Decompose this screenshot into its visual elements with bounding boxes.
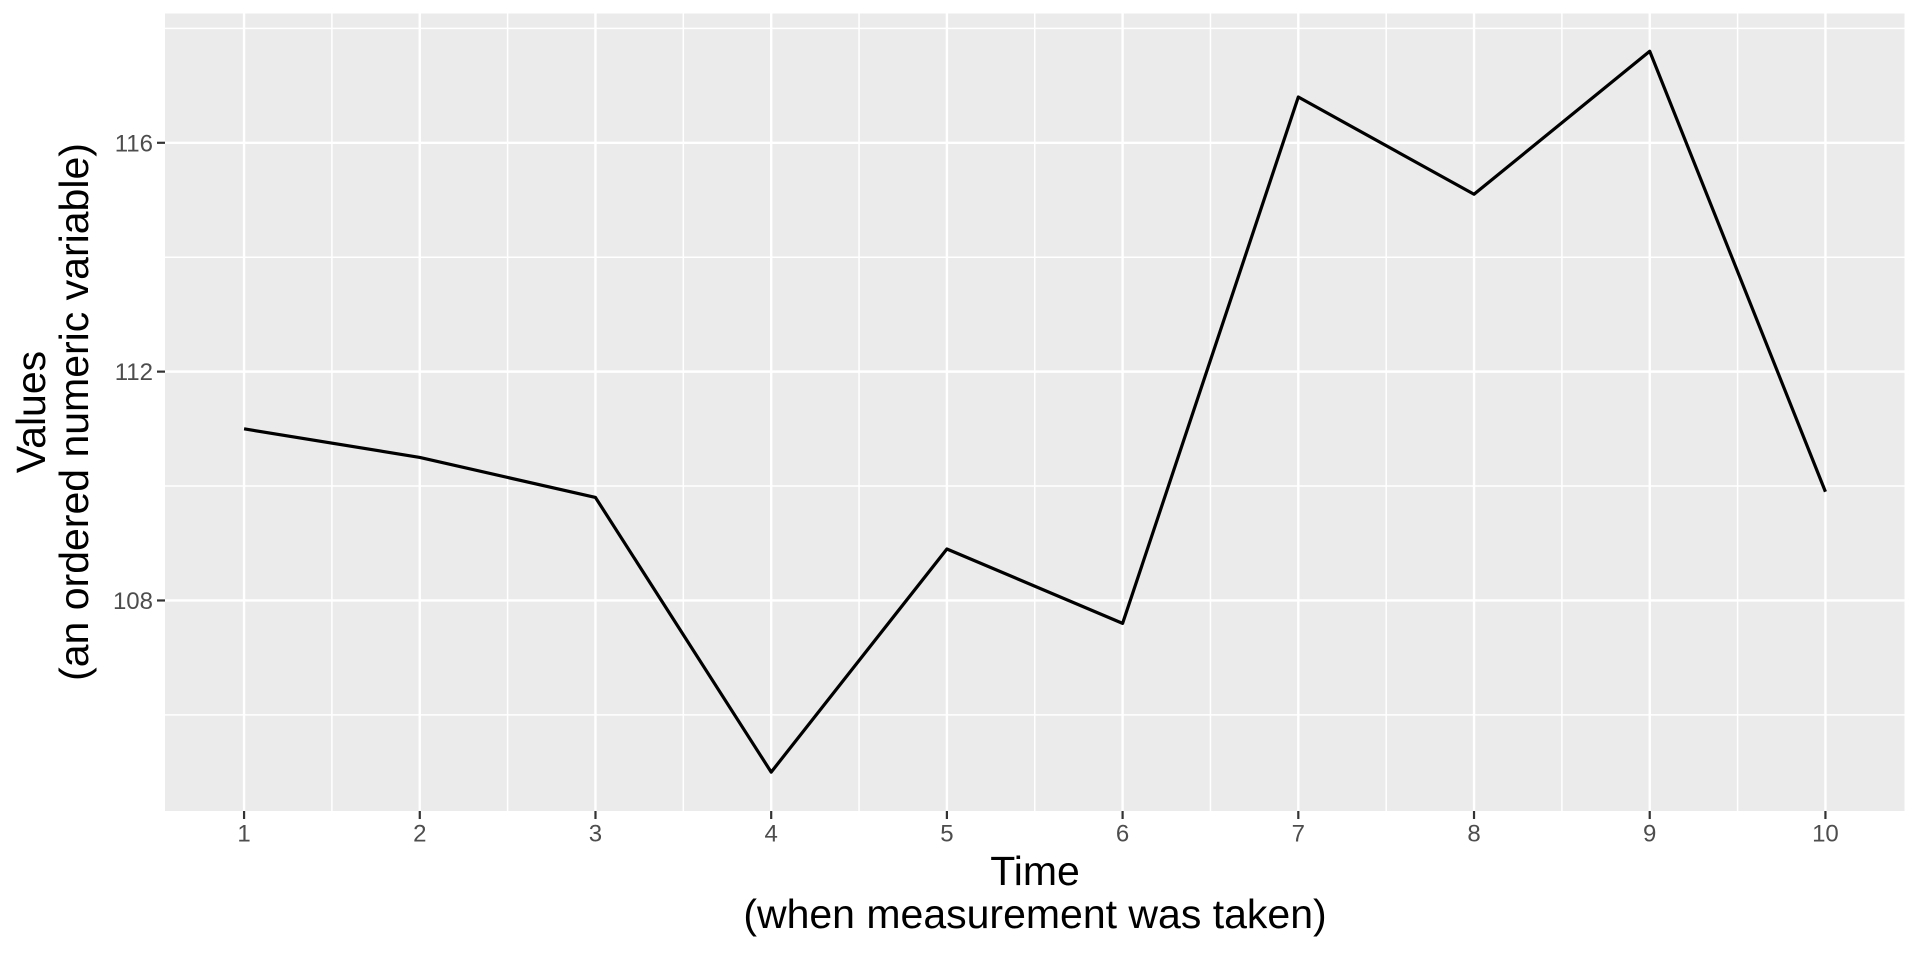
x-tick-label: 2 bbox=[413, 821, 426, 848]
x-tick-label: 5 bbox=[940, 821, 953, 848]
x-tick-label: 10 bbox=[1812, 821, 1839, 848]
x-axis-title-line1: Time bbox=[990, 848, 1080, 894]
y-tick-label: 112 bbox=[115, 359, 153, 386]
data-line bbox=[243, 49, 1827, 774]
x-axis-title-line2: (when measurement was taken) bbox=[743, 891, 1326, 937]
x-tick-label: 4 bbox=[765, 821, 778, 848]
x-tick-label: 7 bbox=[1292, 821, 1305, 848]
x-tick-label: 3 bbox=[589, 821, 602, 848]
y-tick-label: 116 bbox=[115, 130, 153, 157]
x-tick-label: 6 bbox=[1116, 821, 1129, 848]
chart-generated-layer: 1 2 3 4 5 6 7 8 9 10 108 112 116 bbox=[113, 13, 1905, 848]
x-tick-label: 8 bbox=[1467, 821, 1480, 848]
x-tick-label: 1 bbox=[237, 821, 250, 848]
y-axis-title-line1: Values bbox=[8, 351, 54, 473]
x-tick-label: 9 bbox=[1643, 821, 1656, 848]
y-tick-label: 108 bbox=[113, 588, 153, 615]
y-axis-title-line2: (an ordered numeric variable) bbox=[51, 143, 97, 681]
